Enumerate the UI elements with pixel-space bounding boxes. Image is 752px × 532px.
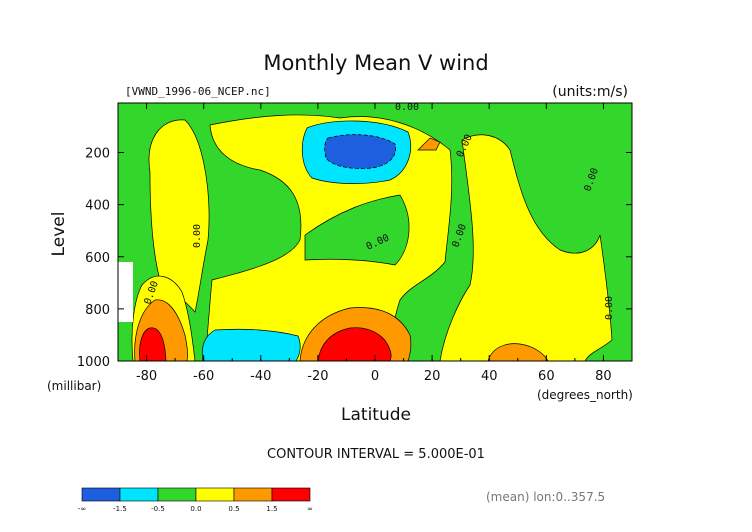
contour-label: 0.00 xyxy=(604,296,615,320)
y-tick-label: 600 xyxy=(85,251,110,266)
colorbar-swatch xyxy=(195,487,235,502)
x-tick-label: 0 xyxy=(371,369,379,384)
plot-area: 0.00 0.00 0.00 0.00 0.00 0.00 0.00 0.00 xyxy=(117,102,633,362)
positive-region xyxy=(417,137,441,151)
y-axis-units: (millibar) xyxy=(47,379,101,393)
colorbar-tick-label: -0.5 xyxy=(151,505,165,513)
x-axis-units: (degrees_north) xyxy=(537,388,633,402)
contour-interval-text: CONTOUR INTERVAL = 5.000E-01 xyxy=(267,447,485,462)
x-tick-label: 80 xyxy=(595,369,612,384)
x-tick-label: -40 xyxy=(250,369,271,384)
x-tick-label: 60 xyxy=(538,369,555,384)
strong-negative-region xyxy=(324,134,396,169)
positive-region xyxy=(487,343,549,362)
colorbar-tick-label: 0.0 xyxy=(190,505,201,513)
colorbar-swatch xyxy=(81,487,121,502)
chart-title: Monthly Mean V wind xyxy=(263,51,488,75)
contour-label: 0.00 xyxy=(395,102,419,113)
colorbar-tick-label: 0.5 xyxy=(228,505,239,513)
x-tick-label: -20 xyxy=(307,369,328,384)
colorbar: -∞ -1.5 -0.5 0.0 0.5 1.5 ∞ xyxy=(78,487,313,513)
colorbar-swatch xyxy=(271,487,311,502)
units-label: (units:m/s) xyxy=(552,84,628,100)
x-tick-label: -80 xyxy=(136,369,157,384)
colorbar-swatch xyxy=(157,487,197,502)
y-axis-label: Level xyxy=(49,212,69,257)
strong-positive-region xyxy=(139,327,167,362)
y-axis: 200 400 600 800 1000 xyxy=(77,147,632,370)
x-axis: -80 -60 -40 -20 0 20 40 60 80 xyxy=(117,103,633,384)
positive-region xyxy=(148,119,210,313)
x-tick-label: 20 xyxy=(424,369,441,384)
strong-positive-region xyxy=(317,327,392,362)
colorbar-swatch xyxy=(119,487,159,502)
x-tick-label: 40 xyxy=(481,369,498,384)
y-tick-label: 1000 xyxy=(77,355,110,370)
negative-region xyxy=(304,194,410,266)
contour-label: 0.00 xyxy=(192,224,203,248)
colorbar-tick-label: -∞ xyxy=(78,505,86,513)
colorbar-swatch xyxy=(233,487,273,502)
y-tick-label: 400 xyxy=(85,199,110,214)
positive-region xyxy=(439,134,613,362)
colorbar-tick-label: ∞ xyxy=(307,505,313,513)
colorbar-tick-label: 1.5 xyxy=(266,505,277,513)
x-axis-label: Latitude xyxy=(341,405,411,425)
negative-region xyxy=(201,328,301,362)
missing-data xyxy=(118,262,133,322)
file-label: [VWND_1996-06_NCEP.nc] xyxy=(125,85,271,98)
x-tick-label: -60 xyxy=(193,369,214,384)
y-tick-label: 800 xyxy=(85,303,110,318)
colorbar-tick-label: -1.5 xyxy=(113,505,127,513)
footer-text: (mean) lon:0..357.5 xyxy=(486,490,605,504)
y-tick-label: 200 xyxy=(85,147,110,162)
